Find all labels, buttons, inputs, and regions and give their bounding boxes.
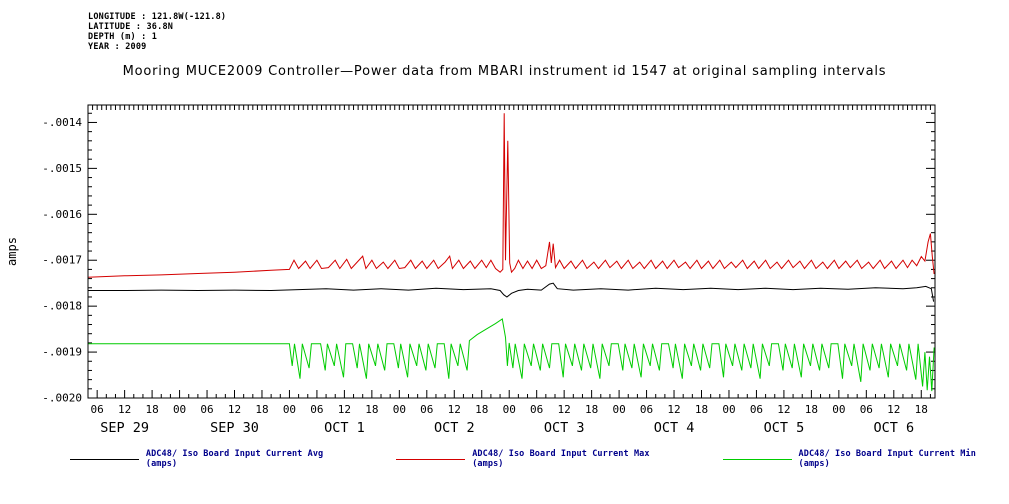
svg-text:06: 06 — [860, 403, 873, 416]
svg-text:OCT 3: OCT 3 — [544, 420, 585, 436]
legend-label-min: ADC48/ Iso Board Input Current Min (amps… — [798, 449, 976, 469]
svg-text:18: 18 — [255, 403, 268, 416]
y-axis-title: amps — [5, 237, 19, 266]
header-info-latitude: LATITUDE : 36.8N — [88, 22, 174, 32]
svg-text:12: 12 — [228, 403, 241, 416]
svg-text:00: 00 — [722, 403, 735, 416]
svg-text:12: 12 — [448, 403, 461, 416]
series-max-line — [88, 113, 935, 278]
svg-text:SEP 29: SEP 29 — [100, 420, 149, 436]
header-info-year: YEAR : 2009 — [88, 42, 147, 52]
svg-text:12: 12 — [887, 403, 900, 416]
x-axis-day-labels: SEP 29 SEP 30 OCT 1 OCT 2 OCT 3 OCT 4 OCT 5 OCT… — [100, 420, 914, 436]
header-info-longitude: LONGITUDE : 121.8W(-121.8) — [88, 12, 227, 22]
x-axis-hour-labels: 06 12 18 00 06 12 18 00 06 12 18 00 06 12 18 00 06 12 18 00… — [91, 403, 928, 416]
svg-text:18: 18 — [695, 403, 708, 416]
svg-text:OCT 6: OCT 6 — [873, 420, 914, 436]
svg-text:00: 00 — [393, 403, 406, 416]
svg-text:OCT 5: OCT 5 — [764, 420, 805, 436]
legend-label-avg: ADC48/ Iso Board Input Current Avg (amps… — [145, 449, 324, 469]
legend-line-min-icon — [722, 458, 792, 460]
svg-text:-.0015: -.0015 — [42, 162, 82, 175]
svg-text:18: 18 — [365, 403, 378, 416]
svg-text:-.0018: -.0018 — [42, 300, 82, 313]
svg-text:00: 00 — [612, 403, 625, 416]
svg-text:06: 06 — [420, 403, 433, 416]
svg-text:00: 00 — [503, 403, 516, 416]
svg-text:12: 12 — [777, 403, 790, 416]
svg-text:06: 06 — [200, 403, 213, 416]
svg-text:SEP 30: SEP 30 — [210, 420, 259, 436]
legend-line-avg-icon — [70, 458, 139, 460]
chart-legend: ADC48/ Iso Board Input Current Avg (amps… — [0, 449, 1009, 469]
axis-ticks — [87, 105, 936, 399]
svg-text:06: 06 — [310, 403, 323, 416]
svg-text:12: 12 — [558, 403, 571, 416]
svg-text:-.0017: -.0017 — [42, 254, 82, 267]
legend-label-max: ADC48/ Iso Board Input Current Max (amps… — [472, 449, 650, 469]
svg-text:18: 18 — [805, 403, 818, 416]
svg-text:OCT 4: OCT 4 — [654, 420, 695, 436]
plot-header-info: LONGITUDE : 121.8W(-121.8) LATITUDE : 36… — [88, 12, 226, 52]
series-min-line — [88, 318, 935, 392]
legend-item-min: ADC48/ Iso Board Input Current Min (amps… — [722, 449, 1009, 469]
svg-text:-.0014: -.0014 — [42, 116, 82, 129]
series-avg-line — [88, 282, 935, 302]
svg-text:00: 00 — [173, 403, 186, 416]
svg-text:18: 18 — [915, 403, 928, 416]
svg-text:12: 12 — [118, 403, 131, 416]
svg-text:-.0016: -.0016 — [42, 208, 82, 221]
svg-text:12: 12 — [667, 403, 680, 416]
svg-text:06: 06 — [640, 403, 653, 416]
svg-text:18: 18 — [145, 403, 158, 416]
header-info-depth: DEPTH (m) : 1 — [88, 32, 158, 42]
svg-text:18: 18 — [585, 403, 598, 416]
legend-line-max-icon — [396, 458, 466, 460]
y-axis-labels: -.0014 -.0015 -.0016 -.0017 -.0018 -.0019 -.00… — [42, 116, 82, 405]
legend-item-avg: ADC48/ Iso Board Input Current Avg (amps… — [70, 449, 356, 469]
svg-text:-.0020: -.0020 — [42, 392, 82, 405]
plot-frame — [87, 104, 936, 399]
legend-item-max: ADC48/ Iso Board Input Current Max (amps… — [396, 449, 682, 469]
svg-text:06: 06 — [91, 403, 104, 416]
plot-title: Mooring MUCE2009 Controller—Power data f… — [122, 64, 887, 79]
svg-text:18: 18 — [475, 403, 488, 416]
svg-text:06: 06 — [530, 403, 543, 416]
svg-text:OCT 1: OCT 1 — [324, 420, 365, 436]
svg-text:12: 12 — [338, 403, 351, 416]
svg-text:-.0019: -.0019 — [42, 346, 82, 359]
svg-text:OCT 2: OCT 2 — [434, 420, 475, 436]
svg-text:00: 00 — [832, 403, 845, 416]
svg-text:06: 06 — [750, 403, 763, 416]
svg-text:00: 00 — [283, 403, 296, 416]
